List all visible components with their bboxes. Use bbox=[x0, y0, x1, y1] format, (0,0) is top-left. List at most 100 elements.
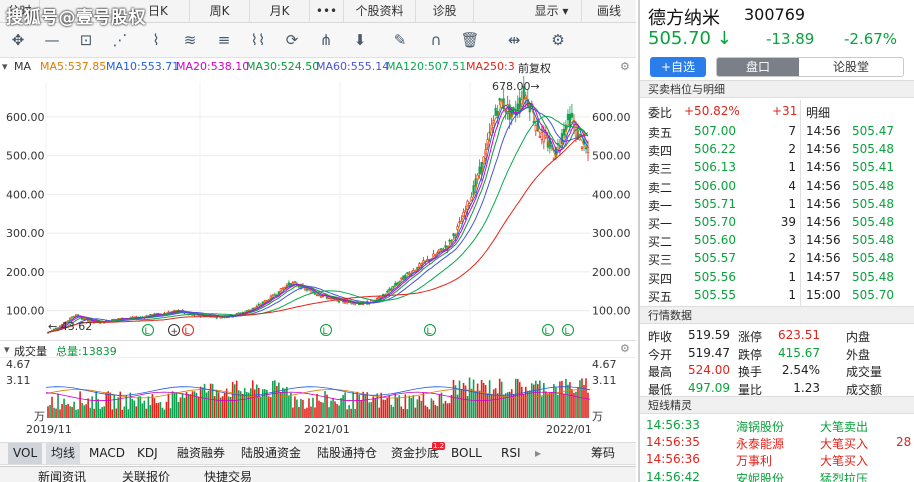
move-icon[interactable]: ✥ bbox=[11, 31, 25, 49]
more-menu-icon[interactable]: ••• bbox=[310, 0, 344, 23]
volume-bar bbox=[79, 391, 81, 418]
stock-code: 300769 bbox=[744, 5, 806, 24]
quote-key: 换手 bbox=[738, 365, 763, 380]
volume-bar bbox=[394, 393, 397, 418]
sprite-stock[interactable]: 海锅股份 bbox=[736, 420, 785, 434]
tab-related-quotes[interactable]: 关联报价 bbox=[122, 470, 171, 482]
volume-bar bbox=[107, 391, 110, 418]
watermark: 搜狐号@壹号股权 bbox=[6, 8, 146, 28]
volume-bar bbox=[356, 391, 358, 418]
volume-bar bbox=[49, 405, 51, 418]
volume-bar bbox=[370, 402, 372, 418]
ma-label: MA bbox=[14, 60, 32, 73]
wave-icon[interactable]: ≋ bbox=[183, 31, 197, 49]
quote-key: 量比 bbox=[738, 382, 763, 397]
add-watchlist-button[interactable]: +自选 bbox=[650, 57, 706, 77]
level-price[interactable]: 505.70 bbox=[694, 215, 736, 229]
tab-diagnose[interactable]: 诊股 bbox=[416, 0, 474, 23]
level-price[interactable]: 506.22 bbox=[694, 142, 736, 157]
fan-icon[interactable]: ⋰ bbox=[112, 31, 128, 49]
line-icon[interactable]: — bbox=[44, 31, 60, 49]
split-icon[interactable]: ⇹ bbox=[507, 31, 521, 49]
tab-daily-k[interactable]: 日K bbox=[40, 0, 190, 23]
level-price[interactable]: 505.56 bbox=[694, 269, 736, 284]
tab-order-book[interactable]: 盘口 bbox=[717, 58, 799, 76]
display-dropdown[interactable]: 显示 ▾ bbox=[522, 0, 582, 23]
cycle-icon[interactable]: ⟳ bbox=[285, 31, 299, 49]
trash-icon[interactable]: 🗑 bbox=[460, 31, 480, 49]
tab-ma[interactable]: 均线 bbox=[46, 443, 81, 464]
volume-bar bbox=[261, 389, 264, 418]
kline-chart[interactable]: 600.00 500.00 400.00 300.00 200.00 100.00 600… bbox=[0, 76, 636, 340]
level-price[interactable]: 507.00 bbox=[694, 124, 736, 138]
candle-body bbox=[474, 178, 477, 187]
adjust-mode[interactable]: 前复权 bbox=[516, 60, 553, 76]
ratio-label: 委比 bbox=[648, 106, 673, 120]
magnet-icon[interactable]: ∩ bbox=[430, 31, 442, 49]
volume-bar bbox=[490, 394, 493, 418]
volume-bar bbox=[121, 409, 124, 418]
volume-bar bbox=[386, 397, 389, 418]
settings-icon[interactable]: ⚙ bbox=[551, 31, 565, 49]
volume-chart[interactable]: 4.67 4.67 3.11 3.11 万 万 bbox=[0, 358, 636, 422]
settings-icon[interactable]: ⚙ bbox=[620, 60, 630, 73]
level-price[interactable]: 505.57 bbox=[694, 251, 736, 266]
volume-bar bbox=[181, 393, 184, 418]
quote-value: 524.00 bbox=[688, 363, 730, 378]
volume-bar bbox=[528, 390, 531, 418]
tabs-scroll-icon[interactable]: ▸ bbox=[535, 446, 542, 460]
level-price[interactable]: 505.55 bbox=[694, 287, 736, 302]
tab-bottom-fishing[interactable]: 资金抄底 bbox=[391, 446, 440, 460]
tab-chips[interactable]: 筹码 bbox=[591, 446, 616, 460]
candle-body bbox=[400, 277, 403, 280]
tick-time: 14:56 bbox=[806, 160, 841, 175]
volume-total: 总量:13839 bbox=[56, 345, 117, 358]
level-price[interactable]: 506.13 bbox=[694, 160, 736, 175]
volume-settings-icon[interactable]: ⚙ bbox=[620, 342, 630, 355]
tab-monthly-k[interactable]: 月K bbox=[250, 0, 310, 23]
fork-icon[interactable]: ⋔ bbox=[319, 31, 333, 49]
tab-macd[interactable]: MACD bbox=[89, 446, 125, 460]
level-label: 买四 bbox=[648, 271, 673, 286]
sprite-stock[interactable]: 万事利 bbox=[736, 454, 773, 469]
tab-hk-flow[interactable]: 陆股通资金 bbox=[241, 446, 302, 460]
pen-icon[interactable]: ✎ bbox=[393, 31, 407, 49]
rect-icon[interactable]: ⊡ bbox=[79, 31, 93, 49]
volume-bar bbox=[81, 402, 83, 418]
tab-intraday[interactable]: 分时 bbox=[0, 0, 40, 23]
signal-label: L bbox=[145, 327, 150, 337]
quote-key: 成交额 bbox=[846, 382, 883, 397]
quote-value: 623.51 bbox=[778, 328, 820, 342]
quote-key: 最高 bbox=[648, 365, 673, 380]
tab-kdj[interactable]: KDJ bbox=[137, 446, 158, 460]
tab-quick-trade[interactable]: 快捷交易 bbox=[204, 470, 253, 482]
volume-bar bbox=[322, 402, 324, 418]
tab-boll[interactable]: BOLL bbox=[451, 446, 482, 460]
draw-line-button[interactable]: 画线 bbox=[596, 3, 621, 18]
volume-bar bbox=[466, 396, 469, 418]
chart-zigzag-icon[interactable]: ⌇⌇ bbox=[250, 31, 266, 49]
ruler-icon[interactable]: ⌇ bbox=[152, 31, 160, 49]
volume-bar bbox=[412, 395, 415, 418]
arrow-down-icon[interactable]: ⬇ bbox=[353, 31, 367, 49]
sprite-stock[interactable]: 永泰能源 bbox=[736, 437, 785, 452]
sprite-action: 猛烈拉压 bbox=[820, 471, 869, 482]
sprite-stock[interactable]: 安妮股份 bbox=[736, 471, 785, 482]
level-price[interactable]: 506.00 bbox=[694, 178, 736, 193]
tab-vol[interactable]: VOL bbox=[8, 443, 43, 464]
signal-marker bbox=[142, 324, 154, 336]
level-price[interactable]: 505.71 bbox=[694, 196, 736, 211]
level-price[interactable]: 505.60 bbox=[694, 233, 736, 248]
zigzag-icon[interactable]: ≡ bbox=[217, 31, 231, 49]
candle-body bbox=[534, 125, 537, 132]
volume-bar bbox=[310, 406, 312, 418]
tab-rsi[interactable]: RSI bbox=[501, 446, 521, 460]
tab-news[interactable]: 新闻资讯 bbox=[38, 470, 87, 482]
tab-margin[interactable]: 融资融券 bbox=[177, 446, 226, 460]
tab-forum[interactable]: 论股堂 bbox=[799, 58, 903, 76]
tab-hk-hold[interactable]: 陆股通持仓 bbox=[317, 446, 378, 460]
tab-stock-profile[interactable]: 个股资料 bbox=[344, 0, 416, 23]
volume-bar bbox=[63, 398, 65, 418]
tab-weekly-k[interactable]: 周K bbox=[190, 0, 250, 23]
volume-bar bbox=[99, 408, 101, 418]
